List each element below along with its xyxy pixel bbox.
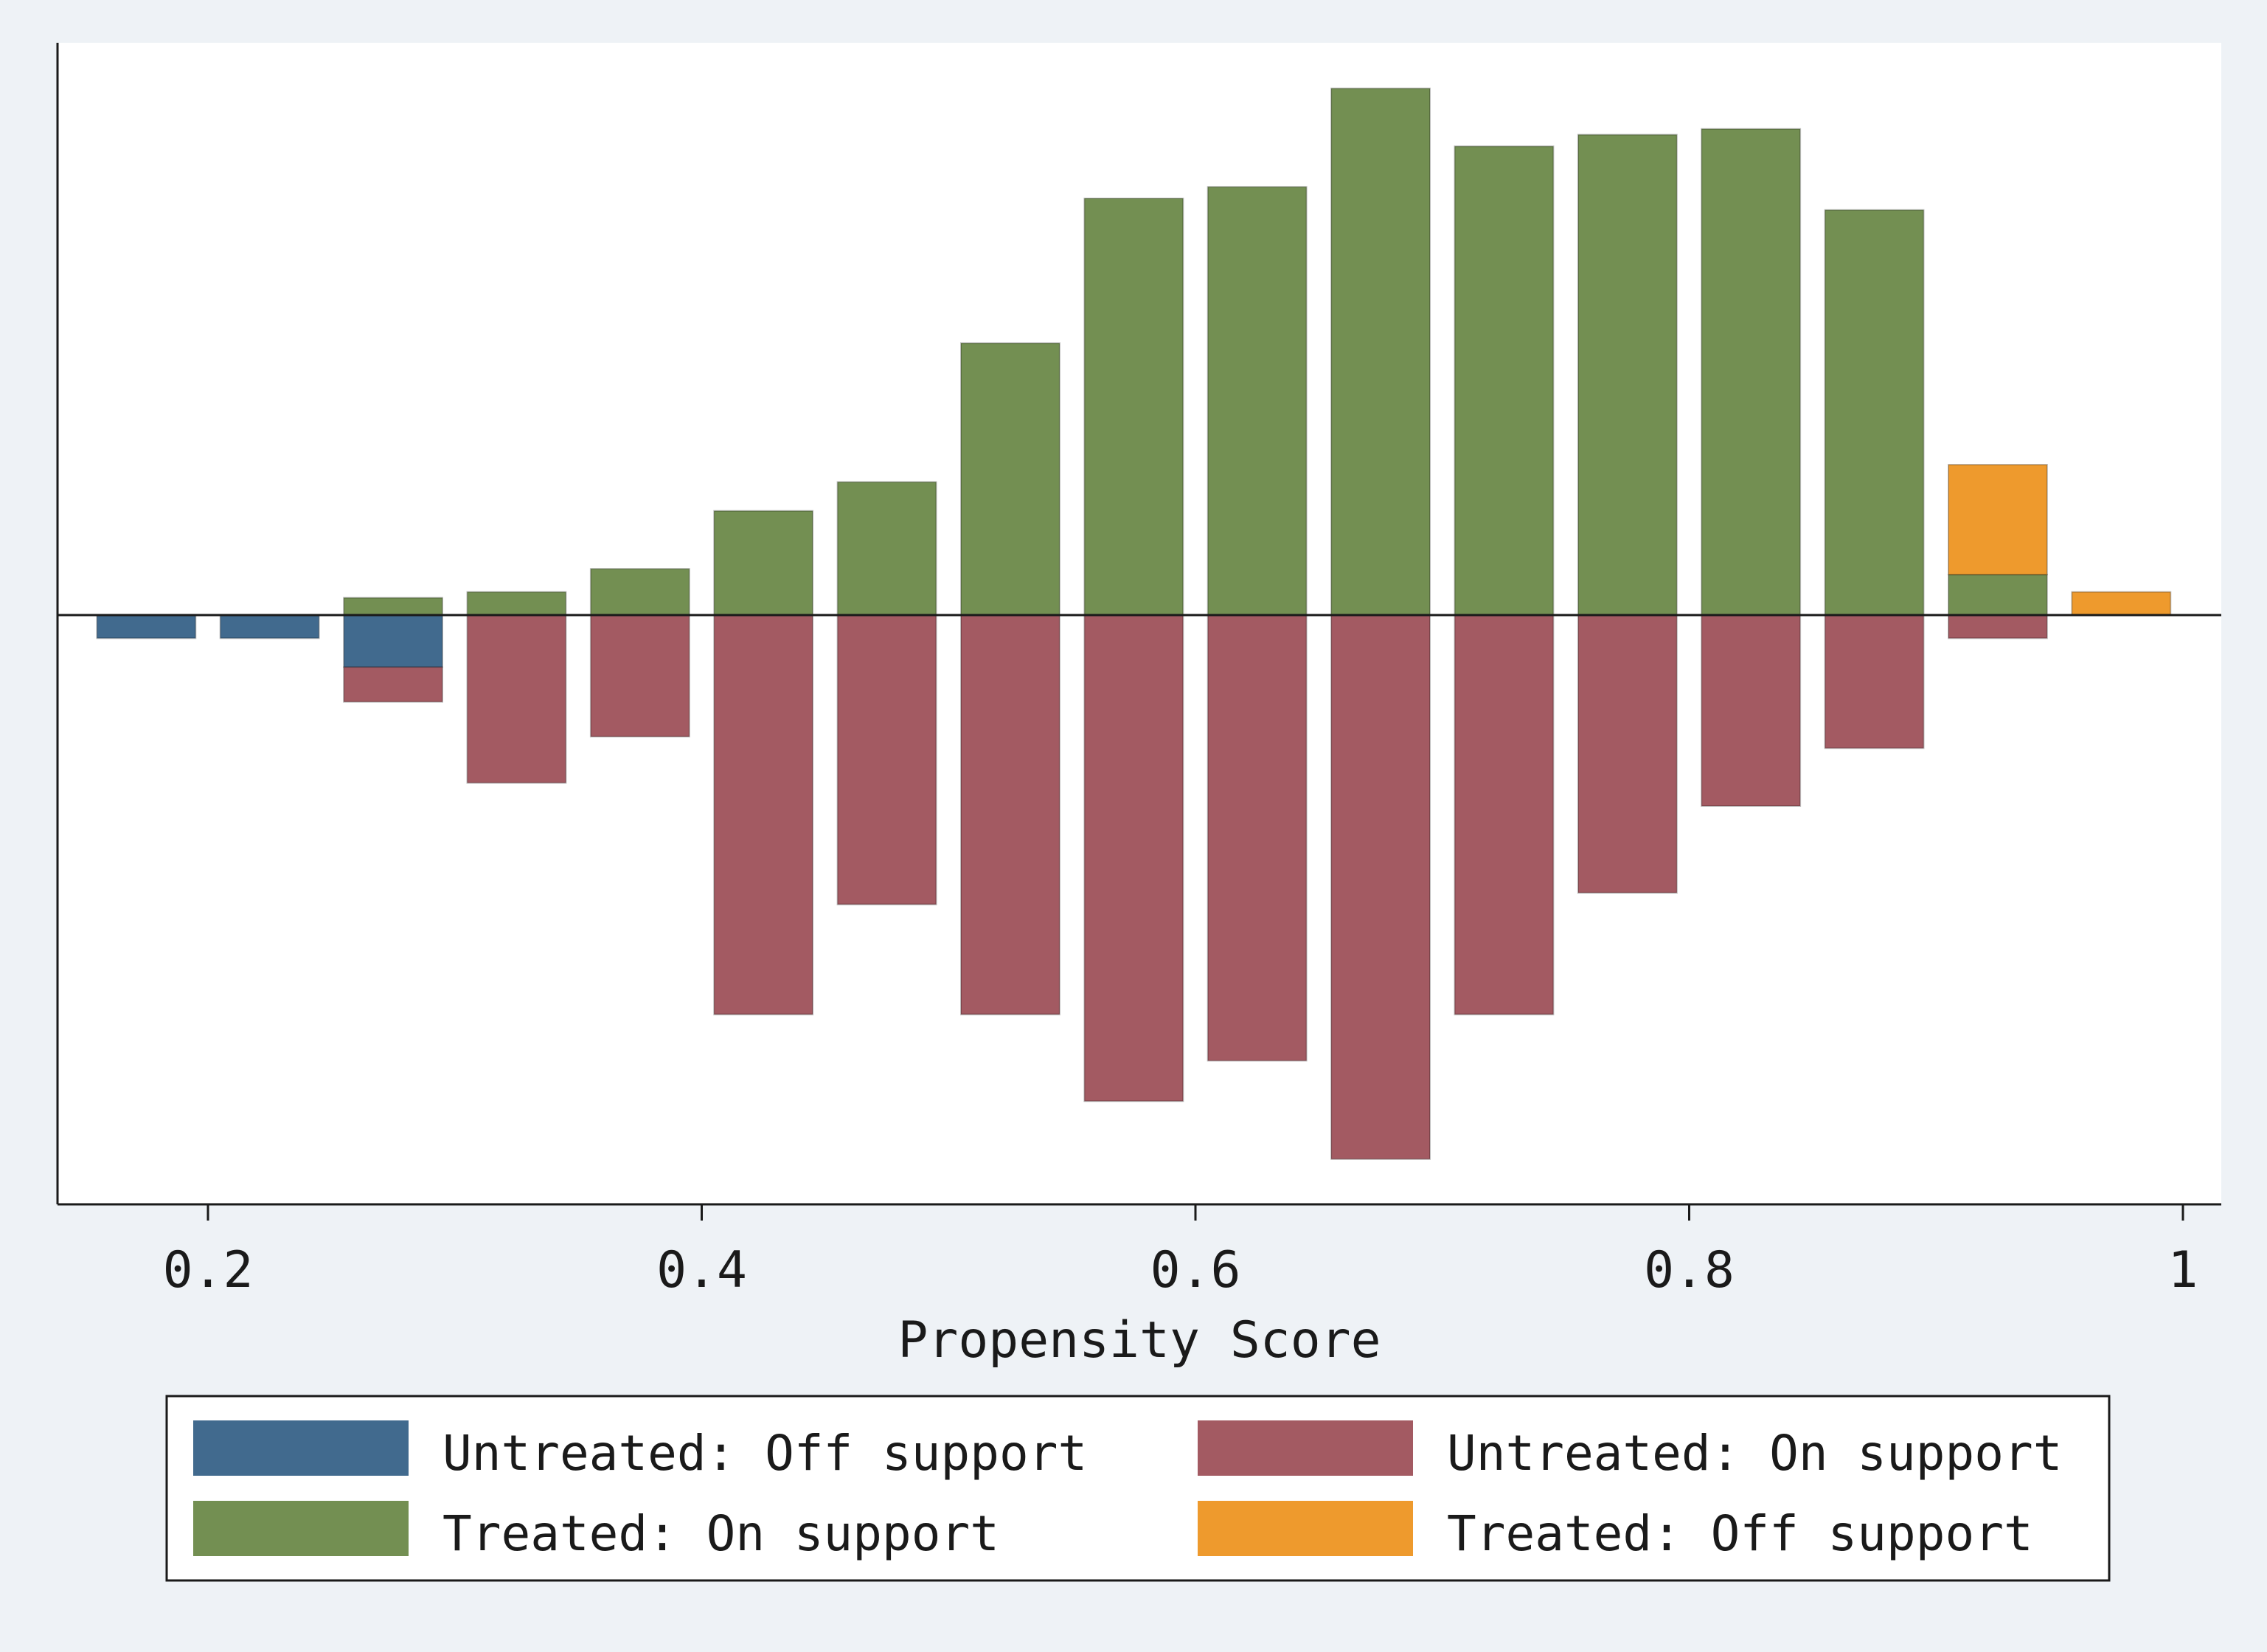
bar-untreated-on-support-bin-7 xyxy=(960,614,1060,1016)
bar-untreated-on-support-bin-10 xyxy=(1330,614,1431,1160)
x-tick-label: 0.4 xyxy=(656,1241,747,1299)
legend: Untreated: Off support Untreated: On sup… xyxy=(165,1395,2111,1582)
bar-treated-on-support-bin-15 xyxy=(1948,574,2048,616)
x-tick-label: 0.6 xyxy=(1150,1241,1241,1299)
legend-swatch-treated-on-support xyxy=(193,1501,409,1556)
bar-untreated-on-support-bin-8 xyxy=(1083,614,1184,1103)
bar-untreated-on-support-bin-4 xyxy=(589,614,690,738)
legend-swatch-untreated-on-support xyxy=(1198,1420,1413,1476)
bar-untreated-off-support-bin-1 xyxy=(219,614,320,639)
bar-treated-on-support-bin-8 xyxy=(1083,198,1184,616)
bar-untreated-on-support-bin-5 xyxy=(713,614,814,1016)
x-tick-label: 0.8 xyxy=(1644,1241,1735,1299)
bar-untreated-on-support-bin-3 xyxy=(466,614,567,784)
bar-treated-on-support-bin-7 xyxy=(960,342,1060,616)
bar-treated-on-support-bin-3 xyxy=(466,591,567,616)
bar-treated-off-support-bin-16 xyxy=(2071,591,2172,616)
bar-treated-on-support-bin-13 xyxy=(1701,128,1802,617)
bar-untreated-on-support-bin-13 xyxy=(1701,614,1802,807)
legend-label-untreated-on-support: Untreated: On support xyxy=(1447,1425,2062,1482)
bar-untreated-on-support-bin-12 xyxy=(1577,614,1678,894)
legend-label-untreated-off-support: Untreated: Off support xyxy=(442,1425,1087,1482)
x-axis-label: Propensity Score xyxy=(898,1311,1381,1370)
bar-treated-on-support-bin-2 xyxy=(343,597,443,616)
bar-untreated-on-support-bin-11 xyxy=(1454,614,1555,1016)
x-tick-label: 1 xyxy=(2168,1241,2198,1299)
bar-treated-on-support-bin-6 xyxy=(836,481,937,616)
legend-swatch-untreated-off-support xyxy=(193,1420,409,1476)
bar-treated-on-support-bin-14 xyxy=(1824,209,1925,616)
bar-treated-on-support-bin-9 xyxy=(1207,186,1308,617)
bar-treated-off-support-bin-15 xyxy=(1948,464,2048,576)
bar-untreated-on-support-bin-2 xyxy=(343,666,443,703)
bar-untreated-on-support-bin-14 xyxy=(1824,614,1925,749)
legend-swatch-treated-off-support xyxy=(1198,1501,1413,1556)
legend-label-treated-on-support: Treated: On support xyxy=(442,1505,999,1562)
legend-label-treated-off-support: Treated: Off support xyxy=(1447,1505,2033,1562)
bar-untreated-on-support-bin-15 xyxy=(1948,614,2048,639)
bar-treated-on-support-bin-4 xyxy=(589,568,690,617)
bar-untreated-off-support-bin-0 xyxy=(96,614,197,639)
bar-untreated-off-support-bin-2 xyxy=(343,614,443,668)
legend-box xyxy=(165,1395,2111,1582)
x-tick-label: 0.2 xyxy=(163,1241,254,1299)
bar-untreated-on-support-bin-6 xyxy=(836,614,937,906)
bar-treated-on-support-bin-10 xyxy=(1330,87,1431,617)
x-ticks: 0.2 0.4 0.6 0.8 1 xyxy=(163,1204,2198,1299)
bar-untreated-on-support-bin-9 xyxy=(1207,614,1308,1062)
bar-treated-on-support-bin-11 xyxy=(1454,145,1555,617)
bar-treated-on-support-bin-5 xyxy=(713,510,814,617)
bar-treated-on-support-bin-12 xyxy=(1577,133,1678,617)
bars-layer xyxy=(96,87,2172,1160)
